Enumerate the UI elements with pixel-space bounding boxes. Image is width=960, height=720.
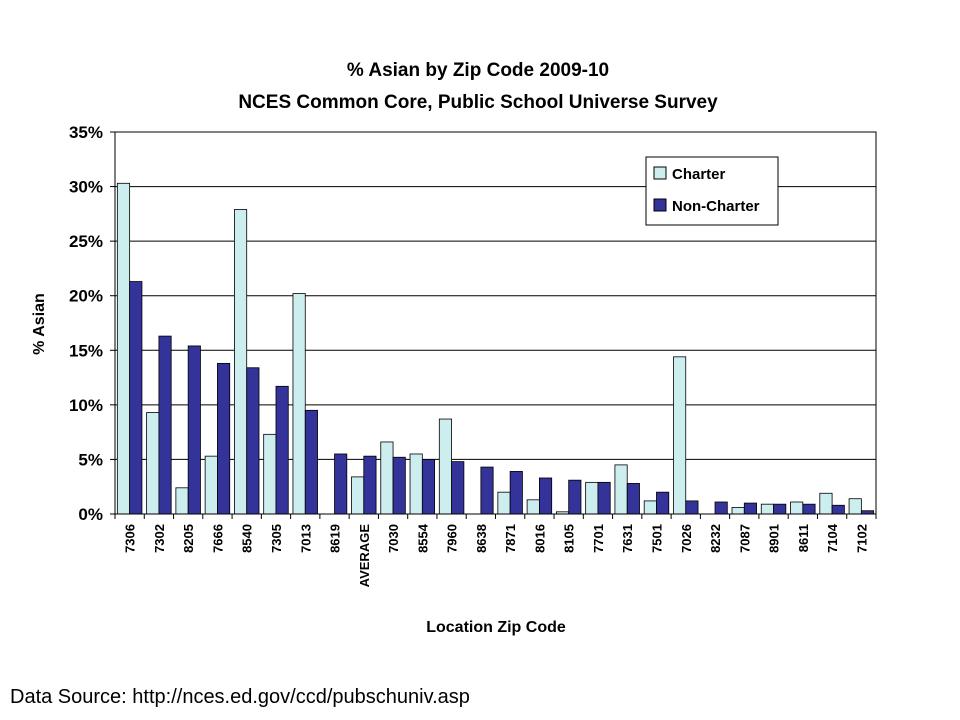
x-tick-label: 7631 xyxy=(620,524,635,553)
y-tick-label: 20% xyxy=(69,287,103,306)
bar-charter-7871 xyxy=(497,491,511,515)
bar-non-charter-8554 xyxy=(421,459,436,515)
bar-non-charter-7701 xyxy=(597,481,611,515)
bar-charter-7960 xyxy=(438,418,452,515)
bar-non-charter-7030 xyxy=(392,456,406,515)
legend-label-non-charter: Non-Charter xyxy=(672,198,760,215)
bar-charter-7026 xyxy=(673,356,687,515)
bar-charter-8016 xyxy=(526,499,540,515)
bar-charter-8611 xyxy=(790,501,804,515)
x-tick-label: 8105 xyxy=(562,524,577,553)
y-tick-labels: 0% 5% 10% 15% 20% 25% 30% 35% xyxy=(69,123,103,524)
bar-non-charter-7305 xyxy=(275,385,289,515)
x-tick-label: 8619 xyxy=(328,524,343,553)
bar-non-charter-7013 xyxy=(304,409,318,515)
x-tick-label: 7030 xyxy=(386,524,401,553)
x-tick-label: 7306 xyxy=(123,524,138,553)
bar-non-charter-7026 xyxy=(685,500,699,515)
bar-non-charter-8232 xyxy=(714,501,728,515)
x-tick-label: 8638 xyxy=(474,524,489,553)
x-tick-label: 7102 xyxy=(854,524,869,553)
bar-non-charter-8638 xyxy=(480,466,494,515)
bar-charter-7102 xyxy=(848,498,862,515)
bar-charter-7013 xyxy=(292,293,306,515)
data-source-note: Data Source: http://nces.ed.gov/ccd/pubs… xyxy=(10,686,470,708)
x-tick-label: 7302 xyxy=(152,524,167,553)
bar-charter-7104 xyxy=(819,492,833,515)
bar-charter-7030 xyxy=(380,441,394,515)
x-axis-label: Location Zip Code xyxy=(426,619,566,636)
x-tick-label: 8232 xyxy=(708,524,723,553)
bar-charter-8554 xyxy=(409,453,423,515)
bar-charter-7302 xyxy=(146,412,160,515)
bar-charter-8540 xyxy=(234,209,248,515)
bar-non-charter-7087 xyxy=(743,502,757,515)
bar-charter-7666 xyxy=(204,455,218,515)
bar-charter-8205 xyxy=(175,487,189,515)
y-tick-label: 30% xyxy=(69,178,103,197)
bar-non-charter-7104 xyxy=(831,504,845,515)
x-tick-labels: 7306 7302 8205 7666 8540 7305 7013 8619 AVERAGE 7… xyxy=(123,523,870,587)
bar-non-charter-average xyxy=(363,455,377,515)
bar-non-charter-8205 xyxy=(187,345,201,515)
x-tick-label: 7666 xyxy=(210,524,225,553)
x-tick-label: 7701 xyxy=(591,524,606,553)
bar-non-charter-7302 xyxy=(158,335,172,515)
bar-non-charter-8016 xyxy=(539,477,553,515)
bar-charter-average xyxy=(351,476,365,515)
legend-swatch-charter xyxy=(653,166,667,180)
bar-non-charter-7501 xyxy=(656,491,670,515)
bar-non-charter-8901 xyxy=(773,503,787,515)
chart-title: % Asian by Zip Code 2009-10 xyxy=(347,60,609,81)
bar-non-charter-7960 xyxy=(451,461,465,515)
bar-non-charter-8105 xyxy=(568,479,582,515)
bar-charter-8901 xyxy=(760,503,774,515)
y-tick-label: 25% xyxy=(69,232,103,251)
x-tick-label: 8205 xyxy=(181,524,196,553)
x-tick-label: 7104 xyxy=(825,523,840,553)
x-tick-label: 8554 xyxy=(415,523,430,553)
x-tick-label: AVERAGE xyxy=(357,524,372,588)
x-tick-label: 7960 xyxy=(445,524,460,553)
x-tick-label: 7305 xyxy=(269,524,284,553)
y-tick-label: 0% xyxy=(78,505,103,524)
axes xyxy=(110,131,877,519)
y-axis-label: % Asian xyxy=(31,293,48,355)
bar-charter-7631 xyxy=(614,464,628,515)
bar-non-charter-8611 xyxy=(802,503,816,515)
y-tick-label: 10% xyxy=(69,396,103,415)
bar-non-charter-7631 xyxy=(626,483,640,515)
bar-non-charter-7871 xyxy=(509,471,523,515)
x-tick-label: 8901 xyxy=(767,524,782,553)
x-tick-label: 8611 xyxy=(796,524,811,552)
chart-subtitle: NCES Common Core, Public School Universe… xyxy=(238,92,718,113)
y-tick-label: 15% xyxy=(69,341,103,360)
y-tick-label: 35% xyxy=(69,123,103,142)
x-tick-label: 7013 xyxy=(298,524,313,553)
bar-charter-7305 xyxy=(263,433,277,515)
x-tick-label: 7501 xyxy=(649,524,664,553)
bar-charter-7087 xyxy=(731,507,745,515)
x-tick-label: 8540 xyxy=(240,524,255,553)
y-tick-label: 5% xyxy=(78,450,103,469)
bar-non-charter-8540 xyxy=(246,367,260,515)
bar-non-charter-7306 xyxy=(129,281,143,515)
bar-non-charter-7666 xyxy=(217,362,231,515)
bar-charter-7306 xyxy=(116,182,131,515)
legend: Charter Non-Charter xyxy=(645,156,779,226)
bars xyxy=(116,182,875,515)
x-tick-label: 7087 xyxy=(737,524,752,553)
legend-swatch-non-charter xyxy=(653,198,667,212)
bar-non-charter-8619 xyxy=(334,453,348,515)
legend-box xyxy=(645,156,779,226)
bar-charter-7501 xyxy=(643,500,657,515)
bar-chart: % Asian by Zip Code 2009-10 NCES Common … xyxy=(31,60,877,636)
bar-charter-7701 xyxy=(585,481,599,515)
x-tick-label: 7871 xyxy=(503,524,518,553)
legend-label-charter: Charter xyxy=(672,166,726,183)
x-tick-label: 8016 xyxy=(532,524,547,553)
x-tick-label: 7026 xyxy=(679,524,694,553)
